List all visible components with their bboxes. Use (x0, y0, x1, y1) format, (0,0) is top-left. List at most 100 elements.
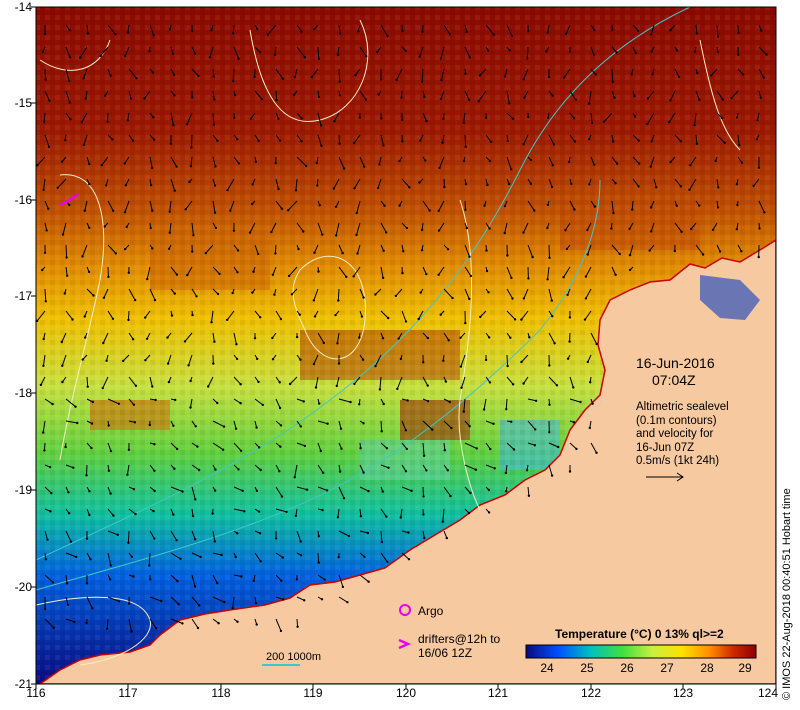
velocity-arrow (37, 156, 46, 166)
velocity-arrow (632, 24, 639, 32)
velocity-arrow-head (109, 492, 112, 495)
velocity-arrow-head (109, 74, 112, 77)
velocity-arrow (335, 222, 340, 236)
velocity-arrow-head (281, 556, 284, 559)
velocity-arrow-head (173, 292, 176, 295)
velocity-arrow-head (143, 97, 146, 100)
x-tick-label: 123 (672, 686, 694, 700)
velocity-arrow-head (213, 184, 217, 187)
velocity-arrow-head (252, 270, 255, 273)
velocity-arrow (506, 112, 514, 120)
velocity-arrow (422, 486, 424, 497)
velocity-arrow-head (190, 146, 193, 149)
velocity-arrow (548, 134, 555, 145)
velocity-arrow-head (511, 383, 515, 386)
velocity-arrow-head (612, 211, 615, 215)
velocity-arrow-head (568, 470, 572, 473)
velocity-arrow-head (669, 99, 672, 102)
velocity-arrow-head (42, 337, 45, 341)
velocity-arrow-head (271, 358, 275, 361)
velocity-arrow (65, 68, 70, 82)
velocity-arrow-head (273, 293, 276, 296)
colorbar-tick: 26 (620, 661, 634, 675)
velocity-arrow (86, 464, 88, 476)
velocity-arrow-head (133, 421, 137, 424)
velocity-arrow-head (251, 183, 254, 186)
velocity-arrow-head (168, 210, 171, 213)
velocity-arrow (209, 46, 214, 58)
velocity-arrow (611, 266, 617, 276)
velocity-arrow-head (279, 317, 283, 321)
velocity-arrow-head (740, 161, 744, 164)
velocity-arrow-head (236, 620, 239, 623)
velocity-arrow-head (546, 116, 550, 120)
velocity-arrow-head (80, 121, 83, 124)
velocity-arrow (523, 222, 529, 233)
velocity-arrow-head (152, 509, 155, 513)
velocity-arrow-head (335, 234, 338, 237)
velocity-arrow-head (124, 184, 128, 187)
velocity-arrow-head (588, 426, 591, 430)
velocity-arrow-head (167, 247, 171, 250)
velocity-arrow (212, 134, 218, 142)
velocity-arrow-head (477, 100, 480, 103)
velocity-arrow-head (82, 143, 86, 147)
x-tick-label: 121 (487, 686, 509, 700)
velocity-arrow-head (364, 98, 368, 101)
velocity-arrow-head (109, 449, 113, 453)
velocity-arrow (422, 200, 431, 211)
velocity-arrow-head (216, 401, 219, 405)
velocity-arrow (443, 24, 451, 35)
velocity-arrow-head (84, 336, 87, 339)
velocity-arrow (338, 156, 345, 169)
velocity-arrow-head (160, 599, 163, 603)
velocity-arrow-head (292, 93, 296, 97)
velocity-arrow (563, 266, 571, 278)
velocity-arrow (191, 464, 200, 471)
velocity-arrow (716, 134, 726, 144)
velocity-arrow (128, 618, 132, 632)
velocity-arrow-head (299, 358, 302, 361)
velocity-arrow (84, 200, 88, 211)
velocity-arrow (61, 354, 67, 366)
velocity-arrow-head (646, 97, 650, 100)
velocity-arrow-head (550, 474, 554, 477)
velocity-arrow-head (105, 184, 108, 187)
velocity-arrow-head (60, 160, 64, 163)
velocity-arrow (443, 486, 451, 497)
velocity-arrow-head (129, 97, 133, 100)
velocity-arrow-head (525, 469, 529, 472)
velocity-arrow (611, 244, 621, 255)
velocity-arrow-head (398, 159, 401, 163)
velocity-arrow-head (151, 209, 154, 212)
velocity-arrow-head (105, 359, 108, 362)
velocity-arrow-head (395, 78, 398, 82)
velocity-arrow (336, 376, 340, 387)
velocity-arrow (212, 112, 215, 125)
velocity-arrow (149, 464, 155, 472)
velocity-arrow-head (405, 447, 408, 451)
velocity-arrow-head (188, 180, 191, 184)
velocity-arrow-head (85, 474, 88, 477)
velocity-arrow (690, 222, 697, 230)
velocity-arrow-head (253, 75, 256, 79)
colorbar-tick: 24 (540, 661, 554, 675)
legend-title: Temperature (°C) 0 13% ql>=2 (555, 627, 724, 641)
velocity-arrow (380, 552, 388, 563)
velocity-arrow-head (485, 269, 489, 273)
velocity-arrow-head (85, 582, 89, 585)
velocity-arrow-head (36, 164, 39, 167)
velocity-arrow (65, 420, 78, 424)
velocity-arrow (61, 332, 67, 343)
colorbar-tick: 25 (580, 661, 594, 675)
velocity-arrow-head (669, 160, 672, 164)
velocity-arrow-head (88, 513, 91, 517)
velocity-arrow (212, 420, 225, 428)
velocity-arrow-head (611, 80, 614, 84)
axis-ticks (31, 6, 777, 689)
velocity-arrow-head (423, 536, 426, 540)
velocity-arrow (65, 46, 71, 58)
velocity-arrow-head (367, 489, 370, 493)
velocity-arrow-head (467, 511, 471, 515)
velocity-arrow-head (226, 188, 229, 192)
